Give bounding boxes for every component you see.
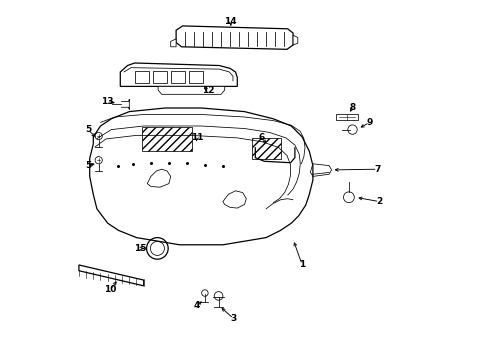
Bar [251,138,280,159]
Polygon shape [223,191,246,208]
Text: 8: 8 [348,103,355,112]
Text: 3: 3 [230,314,236,323]
Text: 10: 10 [104,285,117,294]
Circle shape [343,192,354,203]
Circle shape [146,238,168,259]
Polygon shape [79,265,143,286]
Text: 5: 5 [84,161,91,170]
Text: 9: 9 [366,118,372,127]
Polygon shape [120,63,237,86]
Polygon shape [147,169,170,187]
Polygon shape [176,26,292,49]
Bar [142,127,192,151]
Polygon shape [170,39,176,47]
Text: 6: 6 [258,133,264,142]
Polygon shape [158,86,224,94]
Polygon shape [292,35,297,45]
Bar [336,114,357,120]
Text: 11: 11 [190,133,203,142]
Text: 14: 14 [224,17,237,26]
Circle shape [150,242,164,256]
Circle shape [201,290,208,296]
Text: 15: 15 [134,244,146,253]
Circle shape [95,132,102,140]
Bar [188,71,203,83]
Text: 7: 7 [374,165,380,174]
Text: 2: 2 [376,197,382,206]
Circle shape [95,157,102,164]
Text: 4: 4 [193,301,200,310]
Circle shape [214,292,223,300]
Text: 5: 5 [84,125,91,134]
Text: 12: 12 [202,86,214,95]
Bar [170,71,185,83]
Text: 13: 13 [101,97,113,106]
Bar [152,71,167,83]
Text: 1: 1 [298,260,305,269]
Bar [134,71,149,83]
Circle shape [347,125,356,134]
